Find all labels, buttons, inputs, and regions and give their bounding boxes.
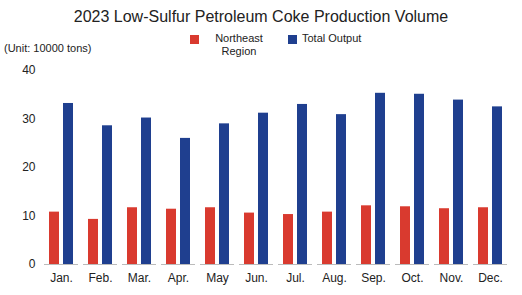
svg-text:Aug.: Aug.	[322, 271, 347, 285]
svg-text:Dec.: Dec.	[478, 271, 503, 285]
svg-text:Mar.: Mar.	[128, 271, 151, 285]
svg-text:Sep.: Sep.	[361, 271, 386, 285]
svg-text:40: 40	[22, 63, 36, 77]
svg-text:20: 20	[22, 160, 36, 174]
svg-text:Jun.: Jun.	[245, 271, 268, 285]
svg-text:Nov.: Nov.	[440, 271, 464, 285]
html-text:Total Output: Total Output	[302, 32, 362, 44]
svg-text:30: 30	[22, 112, 36, 126]
svg-text:Oct.: Oct.	[401, 271, 423, 285]
html-text:(Unit: 10000 tons): (Unit: 10000 tons)	[4, 42, 92, 54]
svg-text:May: May	[206, 271, 229, 285]
svg-text:0: 0	[29, 257, 36, 271]
svg-text:Jan.: Jan.	[50, 271, 73, 285]
svg-text:10: 10	[22, 209, 36, 223]
svg-text:Apr.: Apr.	[168, 271, 189, 285]
html-text:Northeast Region: Northeast Region	[215, 32, 263, 57]
html-text:2023 Low-Sulfur Petroleum Coke: 2023 Low-Sulfur Petroleum Coke Productio…	[73, 8, 449, 25]
svg-text:Feb.: Feb.	[88, 271, 112, 285]
svg-text:Jul.: Jul.	[286, 271, 305, 285]
